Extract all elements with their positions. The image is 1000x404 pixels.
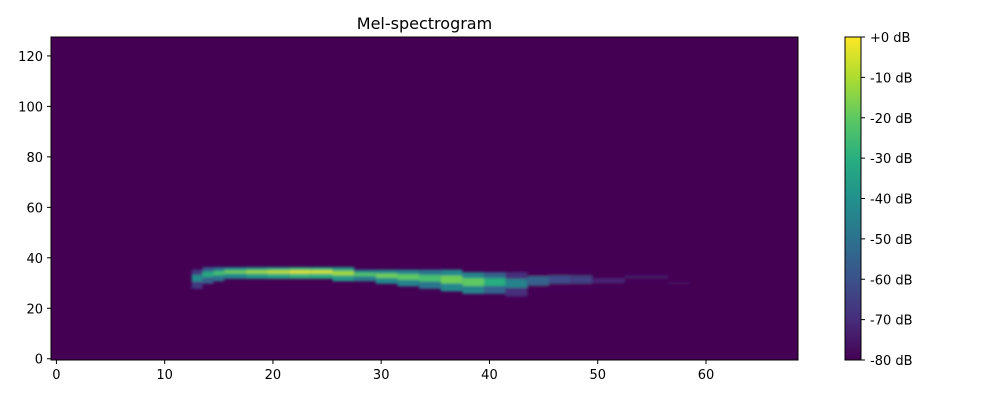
spectrogram-cell — [332, 270, 355, 276]
spectrogram-cell — [224, 270, 246, 274]
chart-title: Mel-spectrogram — [357, 14, 492, 33]
spectrogram-cell — [484, 278, 506, 287]
spectrogram-cell — [289, 270, 311, 274]
spectrogram-cell — [592, 278, 625, 284]
colorbar-tick-label: -70 dB — [870, 314, 913, 329]
spectrogram-cell — [202, 271, 214, 278]
y-tick-label: 0 — [35, 353, 43, 368]
spectrogram-cell — [668, 281, 690, 285]
y-tick-label: 80 — [26, 151, 43, 166]
spectrogram-cell — [527, 276, 549, 286]
colorbar-tick-label: -60 dB — [870, 273, 913, 288]
spectrogram-cell — [440, 275, 463, 284]
x-tick-label: 30 — [373, 368, 390, 383]
colorbar-tick-label: -30 dB — [870, 152, 913, 167]
x-tick-label: 50 — [589, 368, 606, 383]
spectrogram-cell — [245, 270, 268, 274]
y-tick-label: 20 — [26, 302, 43, 317]
x-tick-label: 20 — [265, 368, 282, 383]
y-tick-label: 120 — [18, 50, 43, 65]
spectrogram-cell — [213, 270, 225, 276]
plot-area — [51, 37, 798, 360]
colorbar-tick-label: -80 dB — [870, 354, 913, 369]
y-tick-label: 60 — [26, 201, 43, 216]
colorbar-tick-label: +0 dB — [870, 31, 910, 46]
spectrogram-cell — [375, 273, 398, 278]
spectrogram-cell — [624, 275, 669, 279]
spectrogram-cell — [354, 272, 376, 277]
spectrogram-trace — [191, 267, 690, 297]
y-axis: 0 20 40 60 80 100 120 — [18, 50, 51, 368]
plot-frame — [50, 36, 799, 361]
colorbar-axis: +0 dB -10 dB -20 dB -30 dB -40 dB -50 dB -60 d… — [861, 31, 913, 369]
y-tick-label: 100 — [18, 100, 43, 115]
x-tick-label: 10 — [156, 368, 173, 383]
colorbar-tick-label: -20 dB — [870, 112, 913, 127]
colorbar-tick-label: -40 dB — [870, 193, 913, 208]
colorbar — [844, 36, 862, 361]
spectrogram-cell — [505, 278, 528, 288]
x-tick-label: 40 — [481, 368, 498, 383]
colorbar-tick-label: -50 dB — [870, 233, 913, 248]
x-axis: 0 10 20 30 40 50 60 — [52, 360, 714, 383]
spectrogram-cell — [570, 275, 593, 284]
spectrogram-cell — [267, 270, 290, 274]
spectrogram-cell — [462, 278, 485, 287]
spectrogram-cell — [397, 274, 420, 280]
spectrogram-cell — [310, 270, 333, 274]
x-tick-label: 60 — [698, 368, 715, 383]
spectrogram-cell — [191, 274, 203, 282]
x-tick-label: 0 — [52, 368, 60, 383]
spectrogram-cell — [549, 275, 571, 284]
y-tick-label: 40 — [26, 252, 43, 267]
colorbar-tick-label: -10 dB — [870, 71, 913, 86]
spectrogram-cell — [419, 274, 441, 282]
